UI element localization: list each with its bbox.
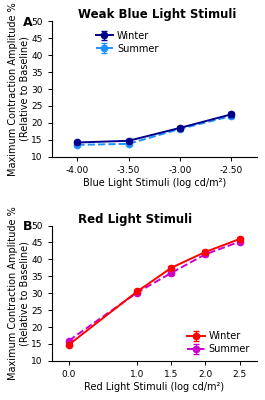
Legend: Winter, Summer: Winter, Summer	[94, 29, 160, 56]
Text: B: B	[23, 220, 33, 233]
X-axis label: Blue Light Stimuli (log cd/m²): Blue Light Stimuli (log cd/m²)	[83, 178, 226, 188]
X-axis label: Red Light Stimuli (log cd/m²): Red Light Stimuli (log cd/m²)	[84, 382, 224, 392]
Text: Weak Blue Light Stimuli: Weak Blue Light Stimuli	[78, 8, 237, 21]
Text: Red Light Stimuli: Red Light Stimuli	[78, 212, 193, 226]
Legend: Winter, Summer: Winter, Summer	[185, 329, 252, 356]
Y-axis label: Maximum Contraction Amplitude %
(Relative to Baseline): Maximum Contraction Amplitude % (Relativ…	[8, 206, 30, 380]
Y-axis label: Maximum Contraction Amplitude %
(Relative to Baseline): Maximum Contraction Amplitude % (Relativ…	[8, 2, 30, 176]
Text: A: A	[23, 16, 33, 29]
